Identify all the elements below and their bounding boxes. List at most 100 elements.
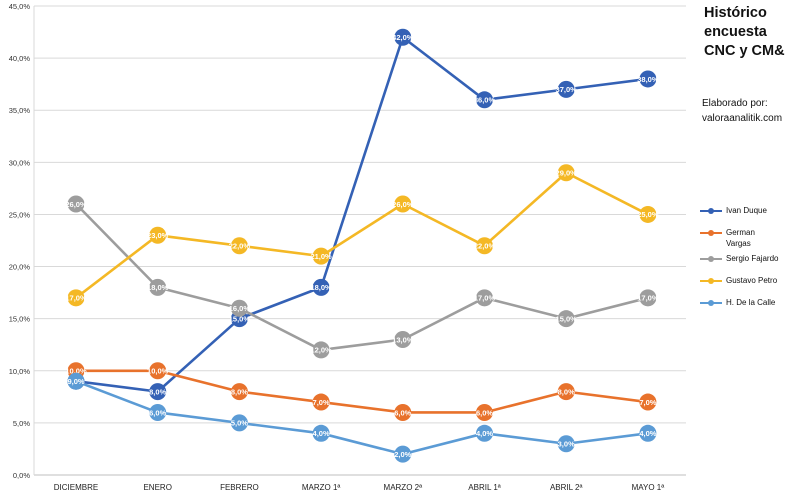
data-label-gustavo-petro: 22,0% — [474, 242, 496, 251]
data-label-sergio-fajardo: 17,0% — [637, 294, 659, 303]
data-point-sergio-fajardo — [639, 289, 657, 307]
y-tick-label: 25,0% — [9, 210, 31, 219]
data-label-ivan-duque: 38,0% — [637, 75, 659, 84]
data-point-h-de-la-calle — [67, 372, 85, 390]
data-label-german-vargas: 7,0% — [313, 398, 330, 407]
data-point-german-vargas — [557, 383, 575, 401]
legend-item-gustavo-petro: Gustavo Petro — [700, 275, 788, 297]
data-point-ivan-duque — [312, 278, 330, 296]
x-tick-label: ABRIL 1ª — [468, 483, 500, 492]
x-tick-label: ENERO — [143, 483, 171, 492]
data-point-ivan-duque — [557, 80, 575, 98]
y-tick-label: 15,0% — [9, 315, 31, 324]
y-tick-label: 40,0% — [9, 54, 31, 63]
data-label-sergio-fajardo: 26,0% — [65, 200, 87, 209]
credit-line-1: Elaborado por: — [702, 98, 768, 109]
data-label-gustavo-petro: 17,0% — [65, 294, 87, 303]
data-point-ivan-duque — [394, 28, 412, 46]
data-label-h-de-la-calle: 6,0% — [149, 408, 166, 417]
y-tick-label: 0,0% — [13, 471, 30, 480]
x-tick-label: DICIEMBRE — [54, 483, 98, 492]
data-label-ivan-duque: 18,0% — [310, 283, 332, 292]
y-tick-label: 45,0% — [9, 2, 31, 11]
data-point-sergio-fajardo — [476, 289, 493, 307]
data-point-sergio-fajardo — [557, 310, 575, 328]
data-point-gustavo-petro — [230, 237, 248, 255]
legend-swatch-h-de-la-calle — [700, 300, 722, 306]
data-label-german-vargas: 6,0% — [476, 408, 493, 417]
legend-label-german-vargas: German Vargas — [726, 228, 755, 248]
legend-label-ivan-duque: Ivan Duque — [726, 206, 767, 215]
chart-credit: Elaborado por: valoraanalitik.com — [702, 96, 788, 126]
data-label-german-vargas: 8,0% — [558, 387, 575, 396]
data-point-h-de-la-calle — [149, 403, 167, 421]
data-label-german-vargas: 10,0% — [147, 367, 169, 376]
data-label-gustavo-petro: 26,0% — [392, 200, 414, 209]
legend-item-h-de-la-calle: H. De la Calle — [700, 297, 788, 319]
data-label-h-de-la-calle: 2,0% — [394, 450, 411, 459]
x-tick-label: ABRIL 2ª — [550, 483, 582, 492]
data-label-gustavo-petro: 23,0% — [147, 231, 169, 240]
data-label-gustavo-petro: 25,0% — [637, 210, 659, 219]
legend-item-ivan-duque: Ivan Duque — [700, 205, 788, 227]
data-point-german-vargas — [149, 362, 167, 380]
data-label-gustavo-petro: 29,0% — [556, 169, 578, 178]
data-point-ivan-duque — [149, 383, 167, 401]
data-label-ivan-duque: 15,0% — [229, 314, 251, 323]
legend-swatch-ivan-duque — [700, 208, 722, 214]
x-tick-label: MARZO 1ª — [302, 483, 341, 492]
data-point-h-de-la-calle — [394, 445, 412, 463]
chart-title: Histórico encuesta CNC y CM& — [704, 5, 785, 59]
data-point-ivan-duque — [639, 70, 657, 88]
data-point-german-vargas — [312, 393, 330, 411]
series-line-sergio-fajardo — [75, 203, 649, 352]
data-point-sergio-fajardo — [67, 195, 85, 213]
legend-label-h-de-la-calle: H. De la Calle — [726, 298, 776, 307]
credit-line-2: valoraanalitik.com — [702, 113, 783, 124]
data-point-gustavo-petro — [149, 226, 167, 244]
data-label-ivan-duque: 42,0% — [392, 33, 414, 42]
data-point-gustavo-petro — [312, 247, 330, 265]
data-point-gustavo-petro — [557, 164, 575, 182]
legend-item-sergio-fajardo: Sergio Fajardo — [700, 253, 788, 275]
y-tick-label: 5,0% — [13, 419, 30, 428]
legend-swatch-gustavo-petro — [700, 278, 722, 284]
data-label-german-vargas: 6,0% — [394, 408, 411, 417]
data-label-sergio-fajardo: 15,0% — [556, 314, 578, 323]
legend-swatch-sergio-fajardo — [700, 256, 722, 262]
x-tick-label: MAYO 1ª — [632, 483, 665, 492]
data-point-german-vargas — [230, 383, 248, 401]
data-label-ivan-duque: 8,0% — [149, 387, 166, 396]
data-point-german-vargas — [394, 403, 412, 421]
data-point-german-vargas — [639, 393, 657, 411]
y-tick-label: 35,0% — [9, 106, 31, 115]
y-tick-label: 30,0% — [9, 158, 31, 167]
y-tick-label: 10,0% — [9, 367, 31, 376]
data-label-h-de-la-calle: 3,0% — [558, 440, 575, 449]
data-label-ivan-duque: 37,0% — [556, 85, 578, 94]
data-label-sergio-fajardo: 16,0% — [229, 304, 251, 313]
legend-swatch-german-vargas — [700, 230, 722, 236]
data-point-sergio-fajardo — [394, 331, 412, 349]
data-label-sergio-fajardo: 17,0% — [474, 294, 496, 303]
data-label-h-de-la-calle: 4,0% — [313, 429, 330, 438]
data-point-h-de-la-calle — [312, 424, 330, 442]
data-point-sergio-fajardo — [149, 278, 167, 296]
legend-label-gustavo-petro: Gustavo Petro — [726, 276, 778, 285]
data-point-sergio-fajardo — [230, 299, 248, 317]
data-point-h-de-la-calle — [557, 435, 575, 453]
data-point-h-de-la-calle — [230, 414, 248, 432]
data-label-h-de-la-calle: 5,0% — [231, 419, 248, 428]
data-point-german-vargas — [476, 403, 493, 421]
data-point-gustavo-petro — [476, 237, 493, 255]
data-label-ivan-duque: 36,0% — [474, 96, 496, 105]
data-label-h-de-la-calle: 4,0% — [476, 429, 493, 438]
series-line-gustavo-petro — [75, 171, 649, 299]
data-point-h-de-la-calle — [639, 424, 657, 442]
data-label-sergio-fajardo: 12,0% — [310, 346, 332, 355]
data-label-h-de-la-calle: 9,0% — [67, 377, 84, 386]
data-label-german-vargas: 7,0% — [639, 398, 656, 407]
data-label-gustavo-petro: 22,0% — [229, 242, 251, 251]
series-line-ivan-duque — [75, 35, 649, 393]
